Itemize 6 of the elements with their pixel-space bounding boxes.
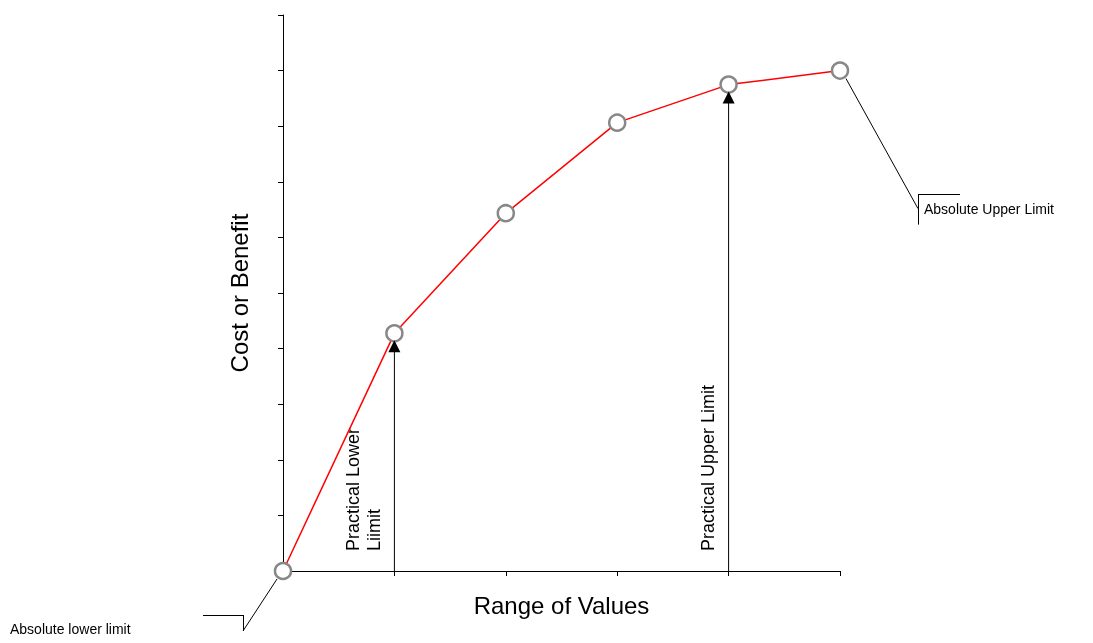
annotation: Practical Upper Limit (698, 384, 719, 551)
text: Absolute Upper Limit (924, 200, 1055, 217)
y-axis-title: Cost or Benefit (225, 213, 253, 373)
text: Absolute lower limit (10, 621, 131, 637)
annotation: Practical Lower Liimit (342, 422, 384, 551)
x-axis-title: Range of Values (473, 591, 650, 619)
